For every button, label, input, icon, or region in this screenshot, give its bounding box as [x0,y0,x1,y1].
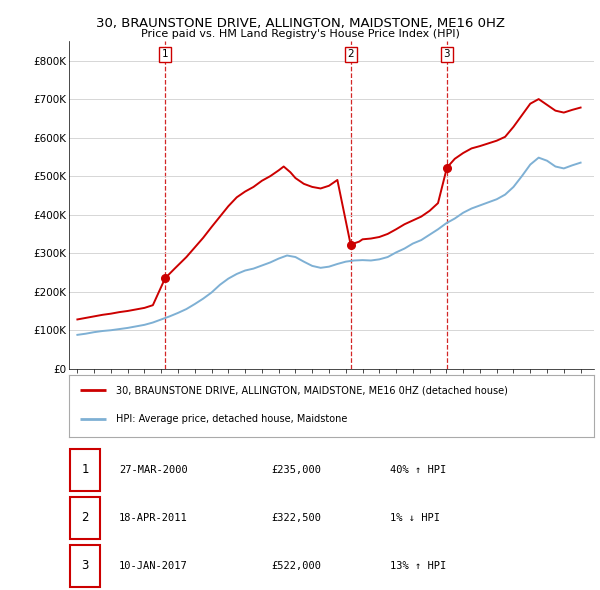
FancyBboxPatch shape [70,497,100,539]
FancyBboxPatch shape [70,545,100,587]
Text: 1: 1 [162,50,169,60]
Text: 27-MAR-2000: 27-MAR-2000 [119,464,188,474]
Text: 1% ↓ HPI: 1% ↓ HPI [390,513,440,523]
Text: 2: 2 [347,50,354,60]
Text: HPI: Average price, detached house, Maidstone: HPI: Average price, detached house, Maid… [116,414,347,424]
Text: 13% ↑ HPI: 13% ↑ HPI [390,561,446,571]
Text: Price paid vs. HM Land Registry's House Price Index (HPI): Price paid vs. HM Land Registry's House … [140,29,460,39]
Text: 3: 3 [443,50,450,60]
Text: 30, BRAUNSTONE DRIVE, ALLINGTON, MAIDSTONE, ME16 0HZ (detached house): 30, BRAUNSTONE DRIVE, ALLINGTON, MAIDSTO… [116,385,508,395]
Text: 3: 3 [82,559,89,572]
Text: 10-JAN-2017: 10-JAN-2017 [119,561,188,571]
Text: £235,000: £235,000 [272,464,322,474]
FancyBboxPatch shape [70,448,100,491]
Text: 40% ↑ HPI: 40% ↑ HPI [390,464,446,474]
Text: 2: 2 [82,511,89,525]
Text: 30, BRAUNSTONE DRIVE, ALLINGTON, MAIDSTONE, ME16 0HZ: 30, BRAUNSTONE DRIVE, ALLINGTON, MAIDSTO… [95,17,505,30]
Text: 1: 1 [82,463,89,476]
Text: 18-APR-2011: 18-APR-2011 [119,513,188,523]
Text: £522,000: £522,000 [272,561,322,571]
Text: £322,500: £322,500 [272,513,322,523]
